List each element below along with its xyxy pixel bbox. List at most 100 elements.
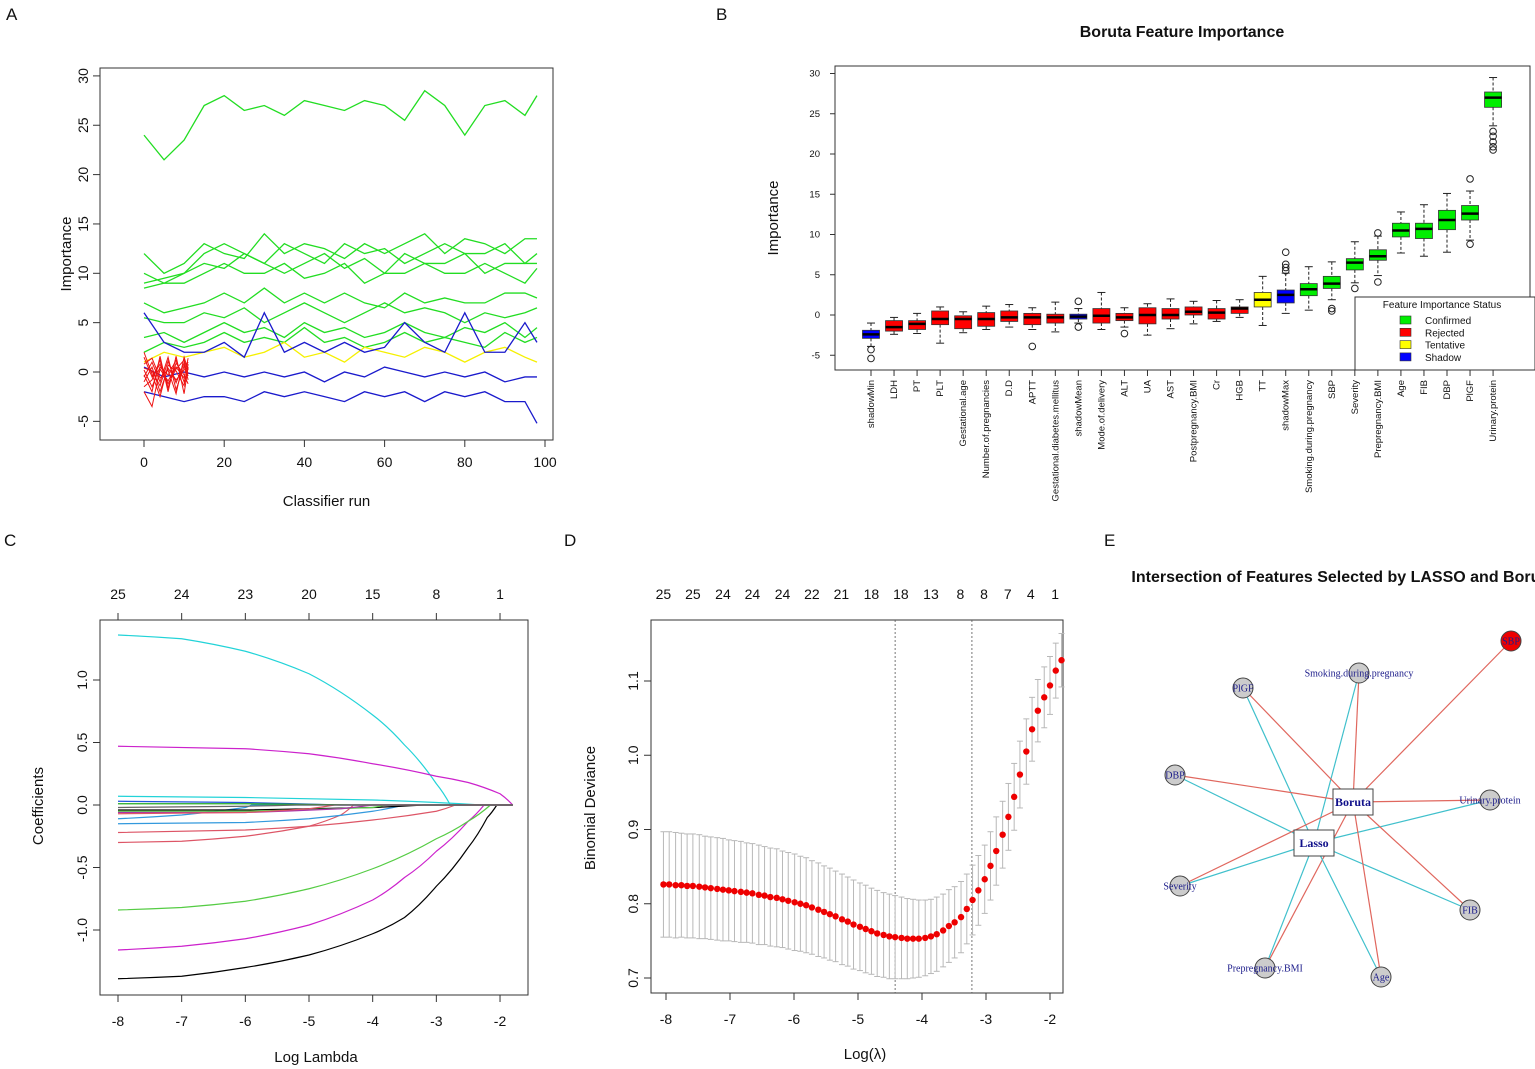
y-tick-label: 5 [815,270,820,281]
series-line-rejected [143,355,189,392]
panel-label-e: E [1104,531,1115,550]
coefficient-path [117,804,513,980]
y-tick-label: 0 [815,310,820,321]
deviance-point [714,885,721,893]
legend-frame [1354,296,1535,371]
y-tick-label: 0.8 [625,894,641,914]
outlier-point [1351,284,1359,293]
box-AST [1161,298,1180,330]
x-tick-label: Postpregnancy.BMI [1189,380,1200,462]
y-tick-label: 25 [809,109,820,120]
x-tick-label: -5 [303,1013,316,1029]
edge-lasso [1313,672,1360,844]
box-Gestational.diabetes.mellitus [1046,301,1065,333]
chart-title: Intersection of Features Selected by LAS… [1131,569,1535,586]
node-prepregnancy-bmi: Prepregnancy.BMI [1227,957,1303,979]
series-line-rejected [143,358,189,390]
y-axis-label: Binomial Deviance [582,746,599,870]
hub-boruta: Boruta [1332,788,1374,816]
deviance-point [731,887,738,895]
x-axis-label: Classifier run [283,493,371,510]
series-line-rejected [143,352,189,399]
x-tick-label: -3 [430,1013,443,1029]
box-iqr [1345,258,1364,271]
outlier-point [1374,278,1382,286]
x-tick-label: -7 [175,1013,188,1029]
box-PLT [931,306,950,344]
deviance-point [874,930,881,937]
legend: Feature Importance Status ConfirmedReject… [1354,296,1535,371]
series-line-confirmed [143,242,538,284]
deviance-point [725,887,732,894]
box-D.D [1000,304,1019,328]
x-axis-label: Log(λ) [844,1046,887,1063]
deviance-point [707,884,714,892]
node-circle [1459,899,1481,921]
edge-boruta [1352,799,1491,803]
deviance-point [868,928,875,935]
top-tick-label: 20 [301,586,317,602]
edge-boruta [1352,672,1360,803]
box-Postpregnancy.BMI [1184,300,1203,325]
top-tick-label: 24 [174,586,190,602]
outlier-point [1374,229,1382,237]
deviance-point [779,896,786,903]
deviance-point [939,927,947,934]
deviance-point [755,891,762,899]
node-smoking-during-pregnancy: Smoking.during.pregnancy [1305,662,1414,684]
panel-label-c: C [4,531,16,550]
legend-swatch-confirmed [1399,315,1412,325]
series-line-rejected [143,357,189,386]
deviance-point [963,905,970,913]
deviance-point [719,886,727,893]
node-circle [1500,630,1522,652]
x-tick-label: Gestational.age [958,380,969,447]
series-line-confirmed [143,326,538,353]
deviance-point [802,902,810,909]
x-tick-label: LDH [889,380,900,399]
deviance-point [1058,657,1065,664]
coefficient-path [117,745,514,806]
hub-label: Lasso [1299,836,1328,850]
series-line-rejected [143,361,189,394]
outlier-point [1328,307,1336,315]
x-tick-label: Mode.of.delivery [1096,380,1107,450]
x-tick-label: -7 [724,1011,737,1027]
top-tick-label: 24 [775,586,791,602]
y-axis-label: Importance [58,216,75,291]
deviance-point [797,900,804,907]
outlier-point [1074,297,1083,306]
deviance-point [666,881,673,888]
deviance-point [1028,726,1036,733]
deviance-point [975,887,982,894]
top-tick-label: 7 [1004,586,1012,602]
hub-box [1293,829,1335,857]
node-age: Age [1370,966,1392,988]
box-SBP [1322,261,1341,315]
series-line-rejected [143,359,189,388]
deviance-point [844,918,851,925]
legend-entry-rejected: Rejected [1425,328,1464,339]
hub-box [1332,788,1374,816]
y-tick-label: -5 [75,415,91,428]
top-tick-label: 25 [685,586,701,602]
box-PT [908,312,926,335]
box-iqr [1230,306,1249,314]
series-line-confirmed [143,262,538,289]
top-tick-label: 8 [957,586,965,602]
edge-boruta [1352,640,1512,803]
box-DBP [1438,192,1456,253]
edge-boruta [1242,687,1354,803]
series-line-rejected [143,358,189,389]
node-severity: Severity [1163,875,1197,897]
box-Urinary.protein [1484,77,1502,154]
edge-lasso [1264,842,1315,969]
x-tick-label: Urinary.protein [1488,380,1499,442]
box-Cr [1207,300,1226,322]
y-tick-label: 25 [75,117,91,133]
hub-label: Boruta [1335,795,1371,809]
node-label: Smoking.during.pregnancy [1305,669,1414,680]
x-axis-label: Log Lambda [274,1049,358,1066]
deviance-point [785,897,792,904]
y-tick-label: -1.0 [74,918,90,942]
